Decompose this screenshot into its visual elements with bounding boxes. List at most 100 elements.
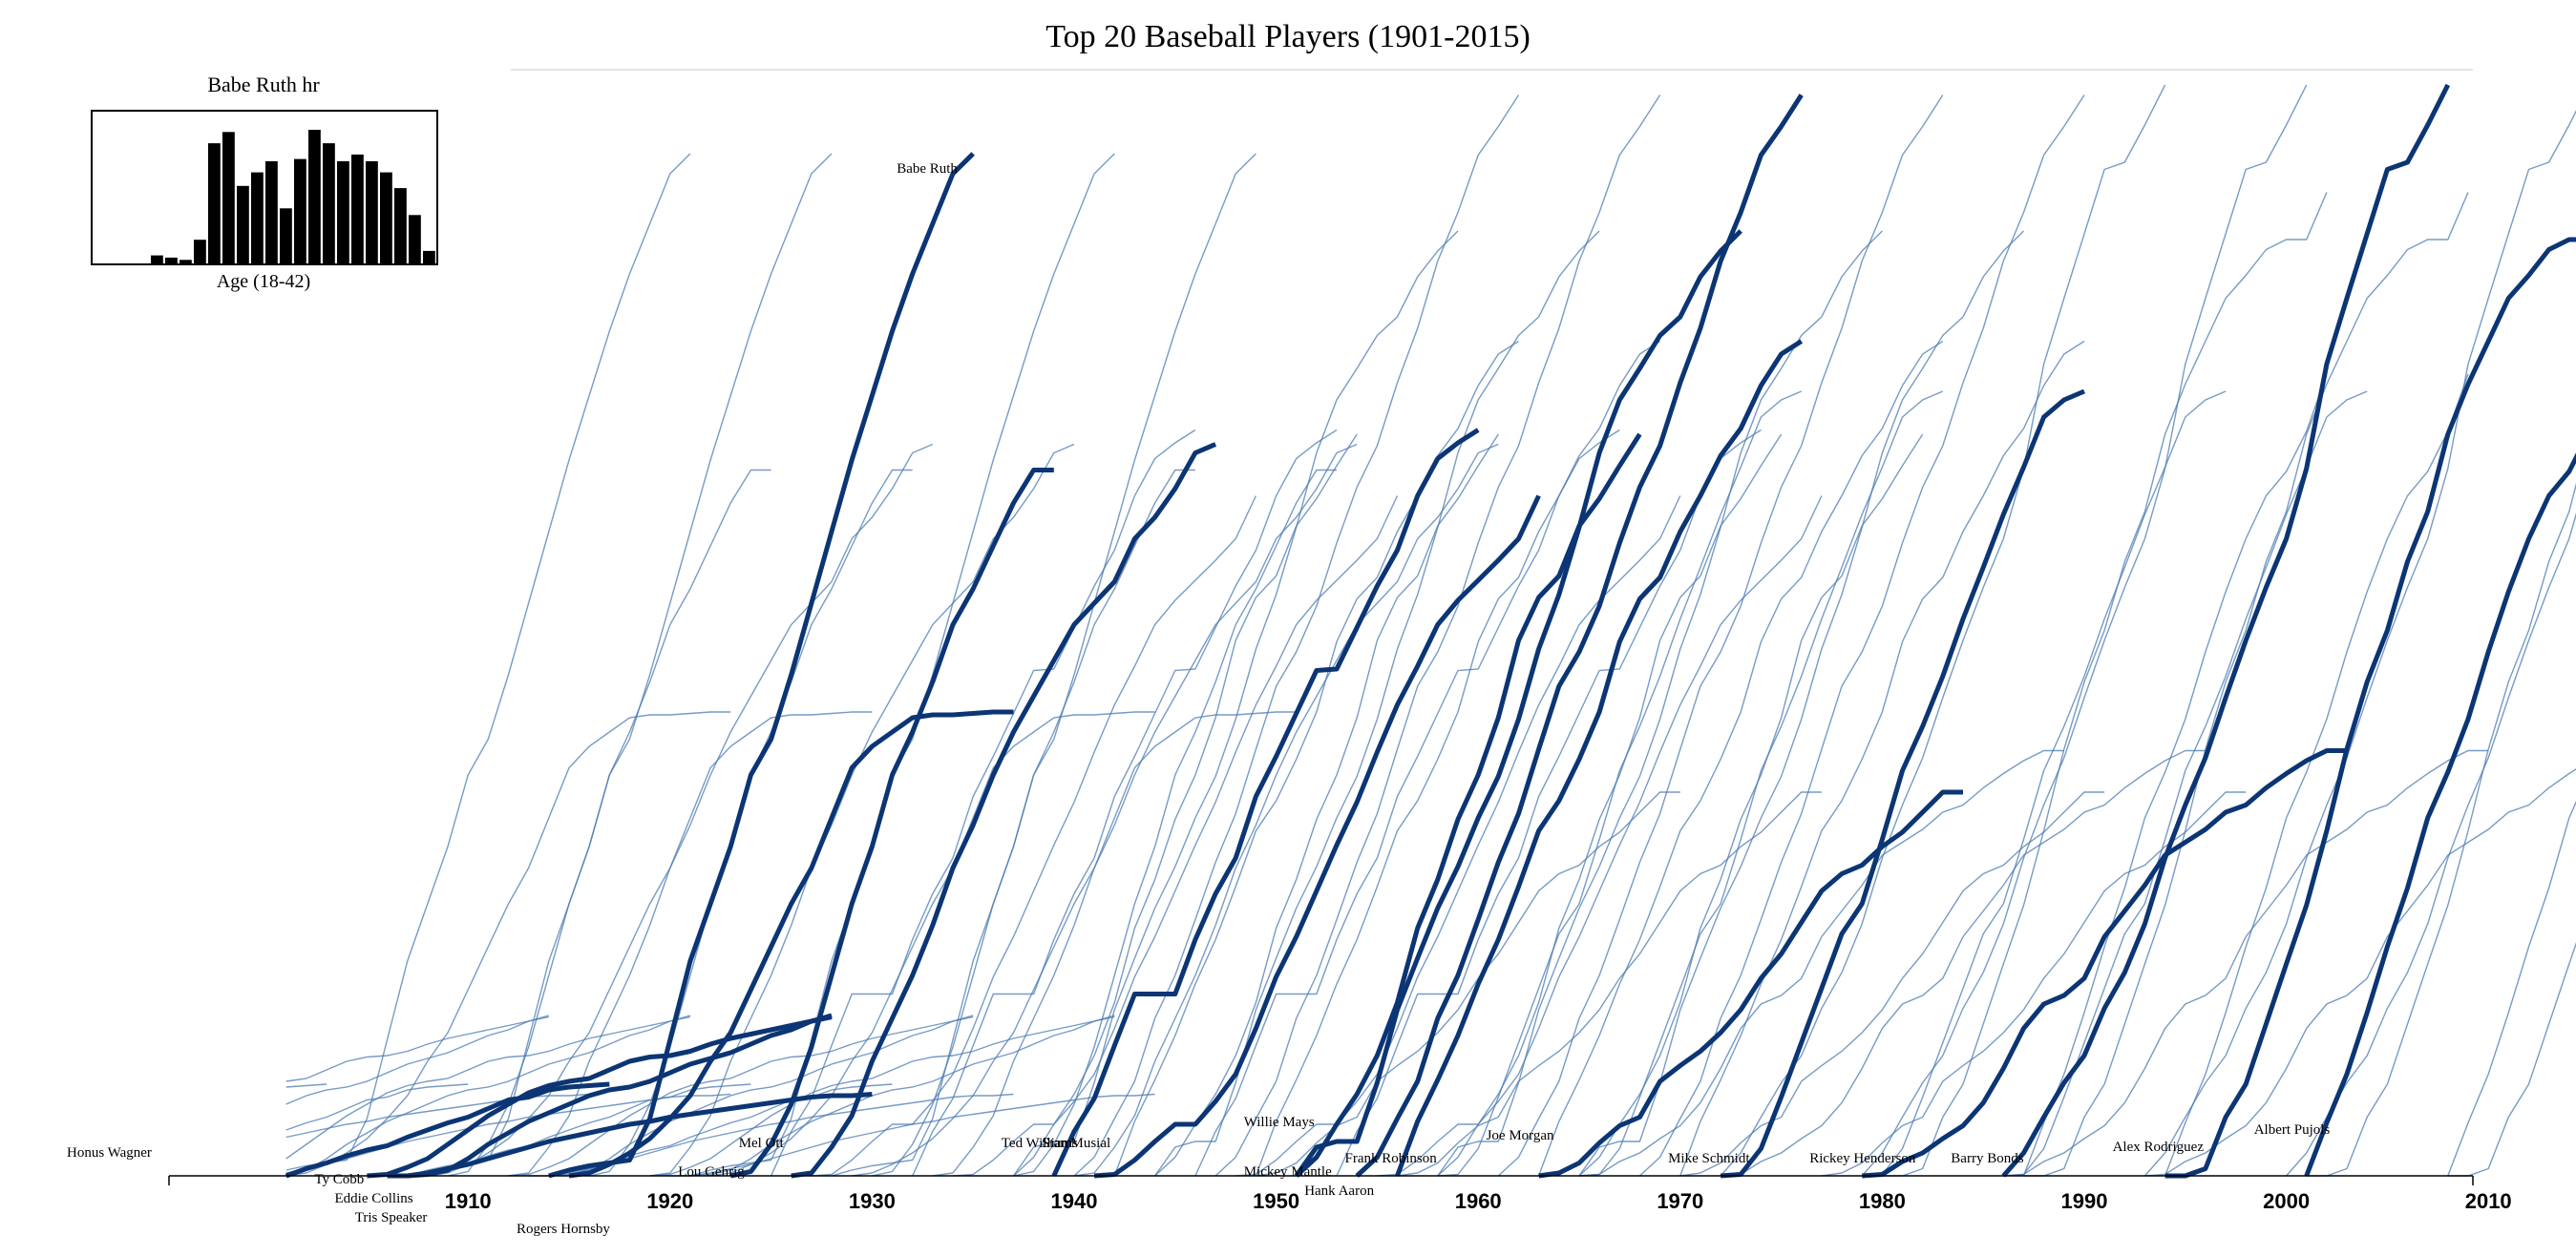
background-line bbox=[1578, 433, 1924, 1177]
background-line bbox=[285, 1083, 327, 1088]
background-line bbox=[285, 1093, 590, 1139]
series-lines-group bbox=[285, 83, 2576, 1179]
x-tick-label: 1940 bbox=[1051, 1189, 1098, 1213]
background-line bbox=[1397, 791, 1822, 1177]
inset-bar bbox=[323, 143, 335, 264]
x-tick-label: 2010 bbox=[2465, 1189, 2512, 1213]
background-line bbox=[770, 429, 1196, 1177]
background-line bbox=[1377, 495, 1823, 1177]
background-line bbox=[1235, 495, 1681, 1177]
background-line bbox=[1437, 390, 1802, 1177]
background-line bbox=[2306, 482, 2576, 1177]
series-label: Willie Mays bbox=[1244, 1115, 1315, 1130]
series-line[interactable] bbox=[1051, 428, 1480, 1178]
series-line[interactable] bbox=[1093, 494, 1541, 1179]
background-line bbox=[1336, 429, 1762, 1177]
series-line[interactable] bbox=[1355, 94, 1804, 1178]
series-line[interactable] bbox=[2304, 374, 2576, 1177]
background-line bbox=[1578, 390, 1944, 1177]
inset-frame bbox=[91, 110, 438, 265]
background-line bbox=[427, 711, 873, 1177]
background-line bbox=[1012, 230, 1459, 1177]
background-line bbox=[2023, 192, 2469, 1177]
background-line bbox=[1862, 390, 2227, 1177]
x-axis: 1910 1920 1930 1940 1950 1960 1970 1980 1990 2000… bbox=[168, 1175, 2512, 1213]
inset-bar bbox=[208, 143, 221, 264]
background-line bbox=[508, 1015, 974, 1177]
series-label: Rogers Hornsby bbox=[517, 1222, 610, 1237]
background-line bbox=[689, 1015, 1115, 1177]
background-line bbox=[932, 443, 1358, 1177]
series-line[interactable] bbox=[1862, 748, 2347, 1179]
background-line bbox=[2447, 941, 2576, 1177]
inset-bar bbox=[394, 188, 407, 264]
series-line[interactable] bbox=[1538, 789, 1963, 1179]
inset-bar bbox=[337, 160, 349, 264]
background-lines-group bbox=[285, 84, 2576, 1177]
series-line[interactable] bbox=[1395, 339, 1804, 1177]
x-tick-label: 1920 bbox=[646, 1189, 693, 1213]
background-line bbox=[831, 153, 1256, 1177]
series-line[interactable] bbox=[729, 468, 1054, 1179]
series-label: Lou Gehrig bbox=[678, 1164, 745, 1180]
series-label: Honus Wagner bbox=[67, 1145, 152, 1161]
inset-bar bbox=[423, 250, 435, 264]
background-line bbox=[1194, 429, 1620, 1177]
background-line bbox=[548, 1015, 974, 1177]
background-line bbox=[811, 495, 1257, 1177]
x-tick-label: 1950 bbox=[1253, 1189, 1299, 1213]
series-line[interactable] bbox=[568, 709, 1014, 1179]
inset-bar bbox=[409, 215, 421, 264]
background-line bbox=[2143, 110, 2576, 1177]
series-label: Barry Bonds bbox=[1951, 1151, 2023, 1166]
series-label: Tris Speaker bbox=[355, 1210, 428, 1225]
background-line bbox=[1013, 469, 1337, 1177]
chart-title: Top 20 Baseball Players (1901-2015) bbox=[1045, 19, 1531, 54]
series-line[interactable] bbox=[548, 152, 975, 1179]
background-line bbox=[1882, 192, 2328, 1177]
series-label: Ted Williams bbox=[1002, 1136, 1078, 1151]
background-line bbox=[2003, 390, 2368, 1177]
series-line[interactable] bbox=[1720, 388, 2085, 1179]
series-label: Ty Cobb bbox=[314, 1172, 364, 1187]
series-label: Mike Schmidt bbox=[1668, 1151, 1750, 1166]
background-line bbox=[1013, 433, 1358, 1177]
background-line bbox=[1638, 94, 2085, 1177]
background-line bbox=[285, 153, 691, 1171]
series-line[interactable] bbox=[791, 442, 1217, 1179]
inset-bar bbox=[380, 172, 392, 264]
x-tick-label: 1910 bbox=[445, 1189, 492, 1213]
series-line[interactable] bbox=[367, 1015, 833, 1179]
inset-bar bbox=[265, 160, 278, 264]
x-tick-label: 1960 bbox=[1455, 1189, 1502, 1213]
series-line[interactable] bbox=[2001, 83, 2451, 1178]
series-label: Mickey Mantle bbox=[1244, 1164, 1332, 1180]
inset-bar bbox=[251, 172, 264, 264]
background-line bbox=[1537, 340, 1944, 1177]
background-line bbox=[912, 429, 1338, 1177]
series-line[interactable] bbox=[1294, 229, 1742, 1178]
background-line bbox=[1720, 84, 2166, 1177]
background-line bbox=[2447, 800, 2576, 1177]
background-line bbox=[1437, 433, 1783, 1177]
series-line[interactable] bbox=[407, 1013, 833, 1179]
background-line bbox=[2164, 373, 2469, 1177]
series-label: Rickey Henderson bbox=[1809, 1151, 1916, 1166]
background-line bbox=[2144, 768, 2576, 1177]
background-line bbox=[1578, 230, 2024, 1177]
background-line bbox=[1154, 230, 1600, 1177]
background-line bbox=[852, 711, 1297, 1177]
background-line bbox=[285, 1015, 549, 1082]
background-line bbox=[952, 495, 1399, 1177]
series-line[interactable] bbox=[1295, 432, 1642, 1178]
series-line[interactable] bbox=[285, 1081, 610, 1179]
background-line bbox=[1256, 791, 1680, 1177]
background-line bbox=[1578, 749, 2064, 1177]
series-line[interactable] bbox=[2164, 193, 2576, 1179]
background-line bbox=[1214, 94, 1661, 1177]
background-line bbox=[1073, 94, 1520, 1177]
background-line bbox=[710, 711, 1155, 1177]
background-line bbox=[1073, 443, 1499, 1177]
background-line bbox=[285, 1015, 691, 1176]
